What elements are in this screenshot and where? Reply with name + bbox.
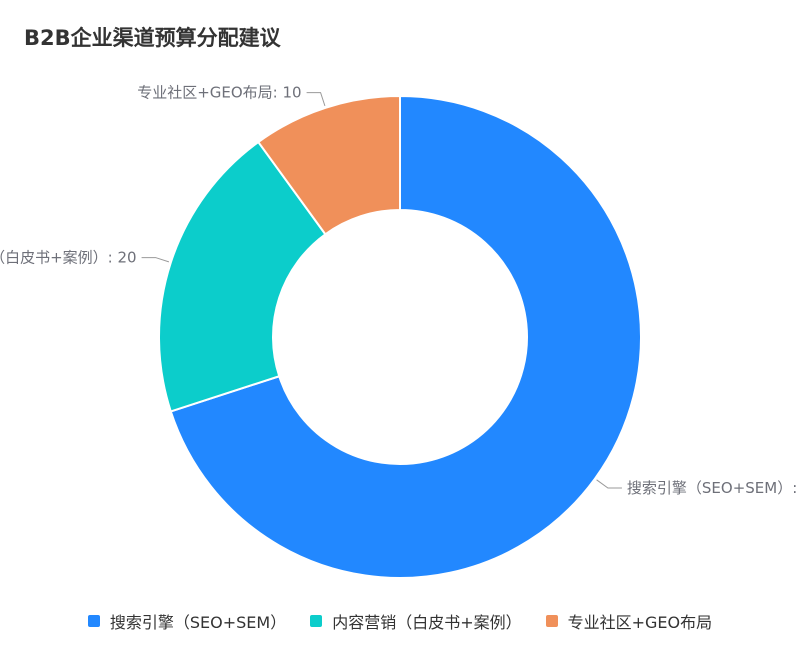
legend-label: 专业社区+GEO布局 (567, 613, 713, 632)
legend-item-search[interactable]: 搜索引擎（SEO+SEM） (87, 609, 287, 633)
legend-item-content[interactable]: 内容营销（白皮书+案例） (310, 609, 522, 633)
label-leader-line (141, 257, 170, 263)
donut-slice[interactable] (169, 95, 642, 579)
donut-slice[interactable] (257, 95, 401, 236)
label-leader-line (596, 479, 622, 489)
legend-swatch (310, 615, 323, 627)
legend-item-community[interactable]: 专业社区+GEO布局 (545, 609, 713, 633)
legend-label: 内容营销（白皮书+案例） (332, 613, 522, 632)
slice-data-label: 内容营销（白皮书+案例）: 20 (0, 249, 137, 267)
chart-title: B2B企业渠道预算分配建议 (24, 26, 281, 50)
legend-label: 搜索引擎（SEO+SEM） (109, 613, 287, 632)
donut-slice[interactable] (158, 141, 327, 413)
legend-swatch (545, 615, 558, 627)
legend: 搜索引擎（SEO+SEM） 内容营销（白皮书+案例） 专业社区+GEO布局 (0, 609, 800, 633)
slice-data-label: 搜索引擎（SEO+SEM）: 70 (627, 479, 800, 497)
label-leader-line (306, 92, 326, 107)
slice-data-label: 专业社区+GEO布局: 10 (137, 84, 301, 102)
legend-swatch (87, 615, 100, 627)
